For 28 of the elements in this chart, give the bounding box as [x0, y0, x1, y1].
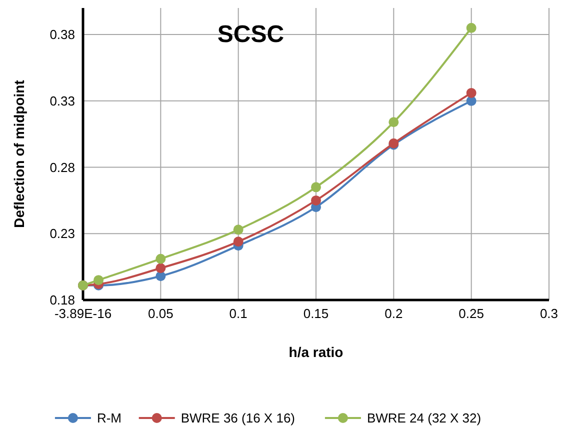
- point: [311, 182, 321, 192]
- point: [466, 22, 476, 33]
- point: [233, 224, 244, 235]
- y-tick-label: 0.18: [50, 292, 75, 308]
- y-tick-label: 0.38: [50, 27, 75, 42]
- x-tick-label: 0.25: [458, 306, 484, 321]
- x-tick-label: -3.89E-16: [54, 306, 112, 321]
- text: SCSC: [217, 21, 284, 48]
- point: [466, 88, 476, 98]
- x-tick-label: 0.2: [384, 306, 403, 321]
- point: [388, 117, 399, 128]
- y-axis-title: Deflection of midpoint: [11, 80, 27, 228]
- x-axis-title: h/a ratio: [288, 344, 344, 360]
- point: [311, 195, 321, 206]
- legend-label: BWRE 36 (16 X 16): [180, 410, 296, 426]
- y-tick-label: 0.23: [50, 226, 75, 242]
- x-tick-label: 0.15: [303, 306, 329, 321]
- y-tick-label: 0.28: [50, 160, 75, 175]
- legend-label: BWRE 24 (32 X 32): [366, 410, 482, 426]
- legend-label: R-M: [96, 410, 122, 426]
- point: [156, 263, 166, 274]
- y-tick-label: 0.33: [50, 93, 75, 108]
- point: [94, 275, 104, 286]
- x-tick-label: 0.3: [540, 306, 558, 321]
- x-tick-label: 0.1: [229, 306, 248, 321]
- point: [233, 236, 244, 247]
- point: [156, 254, 166, 264]
- x-tick-label: 0.05: [148, 306, 174, 321]
